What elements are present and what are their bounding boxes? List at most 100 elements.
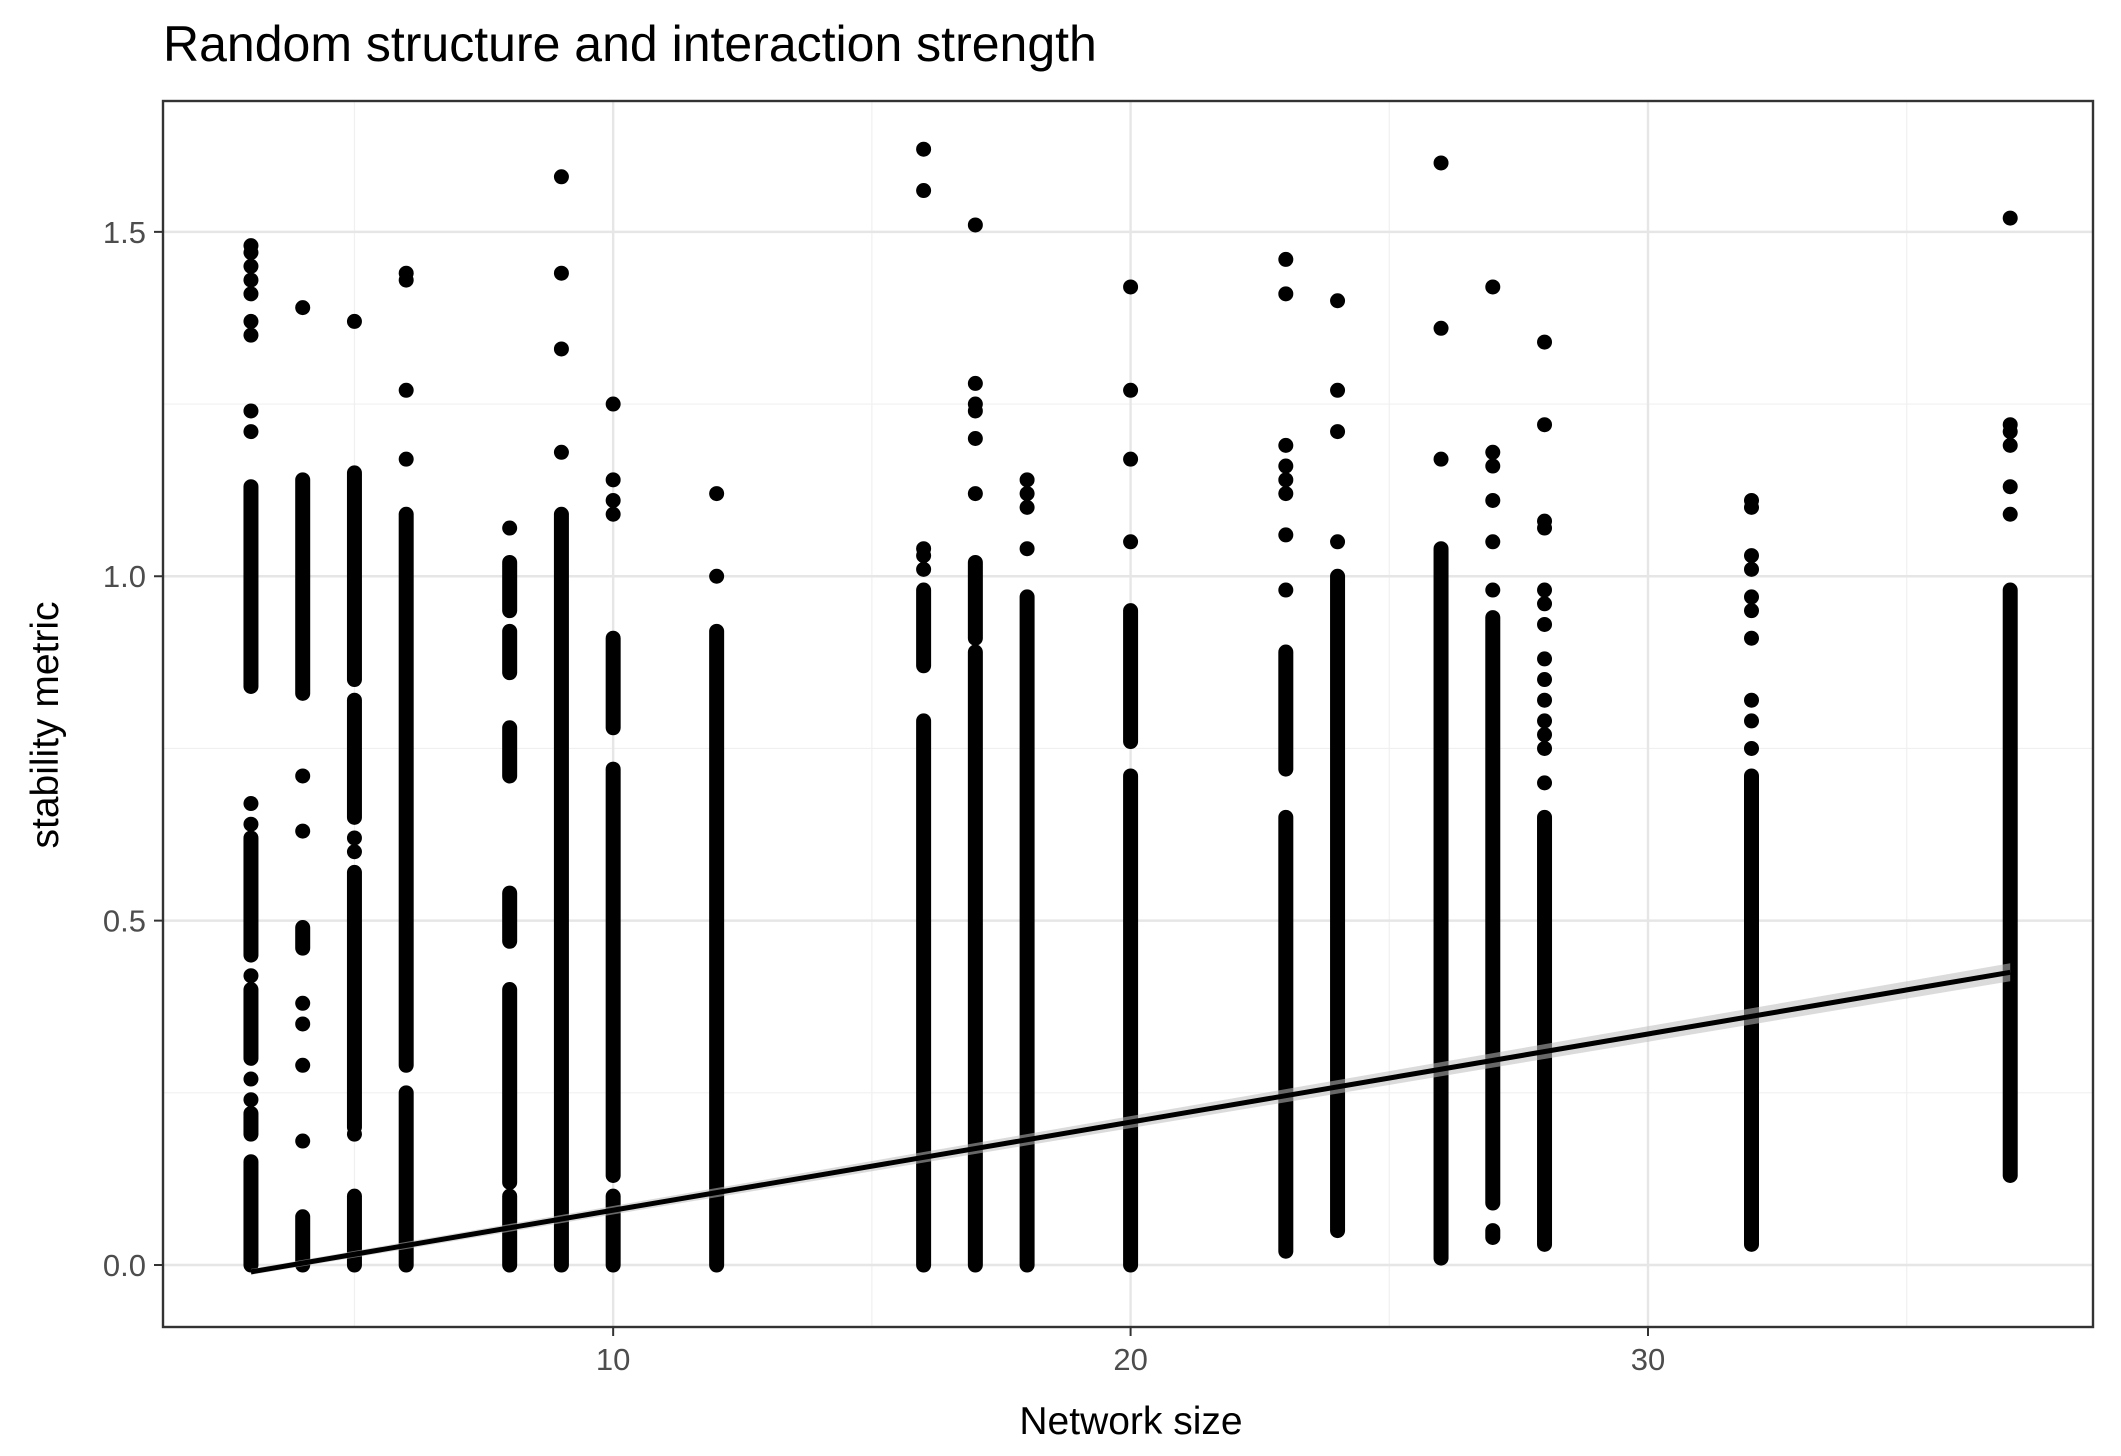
data-point: [243, 968, 259, 984]
data-point: [1743, 603, 1759, 619]
data-point: [967, 430, 983, 446]
axes: 10 20 30 0.0 0.5 1.0 1.5: [103, 215, 1665, 1377]
data-point: [1537, 727, 1553, 743]
data-point: [1485, 492, 1501, 508]
data-point: [605, 492, 621, 508]
data-point: [605, 506, 621, 522]
data-point: [1278, 286, 1294, 302]
data-point: [967, 486, 983, 502]
y-tick-label: 1.5: [103, 215, 146, 250]
data-point: [295, 1016, 311, 1032]
data-point: [1019, 472, 1035, 488]
x-tick-label: 30: [1631, 1342, 1665, 1377]
data-point: [243, 238, 259, 254]
point-cluster: [605, 1188, 621, 1273]
point-cluster: [398, 1085, 414, 1273]
data-point: [243, 796, 259, 812]
data-point: [553, 444, 569, 460]
data-point: [1330, 382, 1346, 398]
data-point: [295, 768, 311, 784]
data-point: [1743, 561, 1759, 577]
x-tick-label: 20: [1113, 1342, 1147, 1377]
data-point: [2002, 479, 2018, 495]
y-tick-label: 0.0: [103, 1248, 146, 1283]
point-cluster: [967, 644, 983, 1273]
data-point: [1123, 279, 1139, 295]
chart-title: Random structure and interaction strengt…: [163, 16, 1097, 72]
y-tick-label: 0.5: [103, 904, 146, 939]
y-tick-label: 1.0: [103, 559, 146, 594]
data-point: [605, 472, 621, 488]
panel-border: [161, 99, 2095, 1329]
point-cluster: [295, 1209, 311, 1273]
data-point: [2002, 437, 2018, 453]
point-cluster: [1485, 1223, 1501, 1245]
point-cluster: [243, 1105, 259, 1142]
point-cluster: [605, 761, 621, 1183]
data-point: [1330, 424, 1346, 440]
data-point: [1485, 534, 1501, 550]
data-point: [398, 451, 414, 467]
data-point: [1485, 458, 1501, 474]
data-point: [502, 520, 518, 536]
data-point: [1485, 279, 1501, 295]
point-cluster: [243, 830, 259, 963]
data-point: [1019, 499, 1035, 515]
data-point: [1485, 444, 1501, 460]
data-point: [1433, 320, 1449, 336]
point-cluster: [1433, 541, 1449, 1266]
point-cluster: [553, 506, 569, 1273]
point-cluster: [1278, 644, 1294, 777]
data-point: [1743, 692, 1759, 708]
data-point: [1537, 334, 1553, 350]
data-point: [1019, 486, 1035, 502]
point-cluster: [1019, 589, 1035, 1273]
point-cluster: [346, 465, 362, 688]
data-point: [295, 1057, 311, 1073]
point-cluster: [502, 982, 518, 1190]
data-point: [346, 844, 362, 860]
data-point: [1743, 740, 1759, 756]
point-cluster: [502, 623, 518, 681]
data-point: [1537, 596, 1553, 612]
data-point: [1278, 472, 1294, 488]
data-point: [295, 823, 311, 839]
data-point: [243, 272, 259, 288]
data-point: [346, 830, 362, 846]
data-point: [1743, 630, 1759, 646]
data-point: [916, 561, 932, 577]
data-point: [398, 265, 414, 281]
data-point: [1278, 527, 1294, 543]
data-point: [1278, 251, 1294, 267]
data-point: [243, 1092, 259, 1108]
data-point: [1537, 616, 1553, 632]
point-cluster: [1537, 809, 1553, 1252]
point-cluster: [1485, 610, 1501, 1211]
data-point: [1278, 458, 1294, 474]
data-points: [243, 141, 2018, 1273]
data-point: [1537, 582, 1553, 598]
point-cluster: [605, 630, 621, 736]
point-cluster: [243, 982, 259, 1066]
point-cluster: [2002, 582, 2018, 1183]
data-point: [295, 1133, 311, 1149]
data-point: [1330, 534, 1346, 550]
data-point: [1537, 692, 1553, 708]
point-cluster: [1278, 809, 1294, 1259]
data-point: [1433, 155, 1449, 171]
y-axis-title: stability metric: [24, 601, 67, 848]
data-point: [916, 541, 932, 557]
data-point: [1743, 492, 1759, 508]
data-point: [916, 183, 932, 199]
trend-line-group: [250, 963, 2011, 1275]
data-point: [709, 486, 725, 502]
data-point: [243, 313, 259, 329]
data-point: [1537, 651, 1553, 667]
data-point: [243, 1071, 259, 1087]
data-point: [1123, 382, 1139, 398]
point-cluster: [398, 506, 414, 1073]
data-point: [295, 995, 311, 1011]
point-cluster: [1330, 568, 1346, 1239]
data-point: [1485, 582, 1501, 598]
